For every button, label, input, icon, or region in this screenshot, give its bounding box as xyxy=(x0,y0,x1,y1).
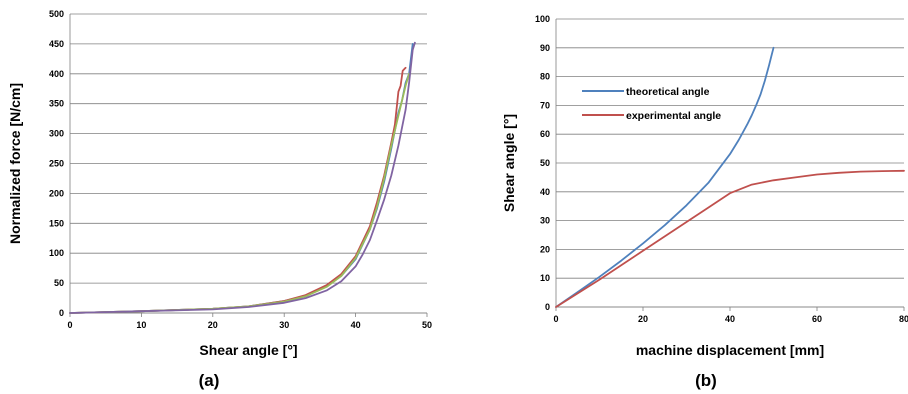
y-tick-label: 400 xyxy=(49,69,64,79)
y-tick-label: 30 xyxy=(540,216,550,226)
y-tick-label: 100 xyxy=(535,14,550,24)
y-tick-label: 350 xyxy=(49,99,64,109)
series-line-1 xyxy=(555,169,905,308)
y-tick-label: 70 xyxy=(540,100,550,110)
y-tick-label: 250 xyxy=(49,159,64,169)
y-tick-label: 300 xyxy=(49,129,64,139)
y-tick-label: 200 xyxy=(49,188,64,198)
y-tick-label: 150 xyxy=(49,218,64,228)
y-tick-label: 80 xyxy=(540,72,550,82)
x-tick-label: 40 xyxy=(725,314,735,324)
y-tick-label: 10 xyxy=(540,273,550,283)
panel-label: (b) xyxy=(695,371,717,390)
y-axis-title: Shear angle [°] xyxy=(501,114,517,212)
x-tick-label: 20 xyxy=(208,320,218,330)
x-tick-label: 20 xyxy=(638,314,648,324)
y-tick-label: 50 xyxy=(54,278,64,288)
y-tick-label: 40 xyxy=(540,187,550,197)
x-tick-label: 80 xyxy=(899,314,908,324)
chart-a: 0 50 100 150 200 250 300 350 400 450 500 0 10 20 30 40 5… xyxy=(7,9,432,390)
y-tick-label: 60 xyxy=(540,129,550,139)
x-tick-label: 10 xyxy=(136,320,146,330)
x-tick-label: 30 xyxy=(279,320,289,330)
y-tick-label: 0 xyxy=(545,302,550,312)
panel-label: (a) xyxy=(199,371,220,390)
chart-b: 0 10 20 30 40 50 60 70 80 90 100 0 20 40 60 80 machine d… xyxy=(501,14,908,390)
x-tick-label: 40 xyxy=(351,320,361,330)
series-line-0 xyxy=(69,43,414,314)
y-tick-label: 0 xyxy=(59,308,64,318)
x-tick-label: 0 xyxy=(67,320,72,330)
legend-entry: experimental angle xyxy=(626,110,721,122)
series-line-0 xyxy=(555,46,775,308)
legend-entry: theoretical angle xyxy=(626,86,710,98)
series-line-1 xyxy=(69,66,407,314)
x-tick-label: 60 xyxy=(812,314,822,324)
series-line-3 xyxy=(69,41,416,314)
x-axis-title: Shear angle [°] xyxy=(199,342,297,358)
y-axis-title: Normalized force [N/cm] xyxy=(7,83,23,244)
y-tick-label: 20 xyxy=(540,244,550,254)
y-tick-label: 100 xyxy=(49,248,64,258)
x-axis-title: machine displacement [mm] xyxy=(636,342,824,358)
x-tick-label: 50 xyxy=(422,320,432,330)
y-tick-label: 50 xyxy=(540,158,550,168)
x-tick-label: 0 xyxy=(553,314,558,324)
y-tick-label: 450 xyxy=(49,39,64,49)
y-tick-label: 90 xyxy=(540,43,550,53)
y-tick-label: 500 xyxy=(49,9,64,19)
